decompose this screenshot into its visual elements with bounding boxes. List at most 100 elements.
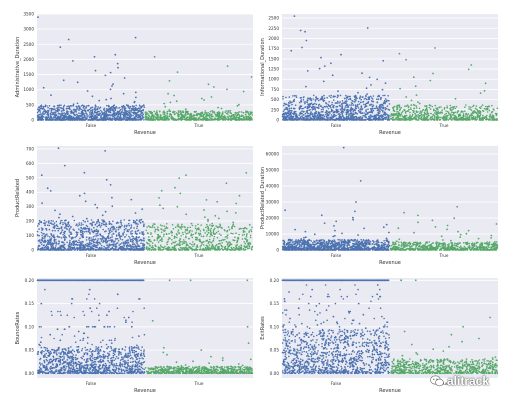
data-point — [170, 117, 173, 120]
data-point — [58, 216, 60, 219]
data-point — [373, 118, 375, 121]
data-point — [313, 107, 315, 109]
data-point — [302, 114, 305, 116]
data-point — [398, 52, 401, 55]
data-point — [78, 224, 81, 226]
data-point — [45, 119, 47, 121]
data-point — [81, 242, 83, 245]
data-point — [82, 219, 85, 222]
data-point — [138, 110, 140, 112]
data-point — [294, 110, 297, 113]
data-point — [135, 245, 137, 247]
data-point — [76, 102, 79, 105]
y-tick-label: 2250 — [268, 26, 279, 31]
y-tick-label: 0 — [276, 118, 279, 123]
data-point — [426, 105, 428, 107]
data-point — [216, 118, 218, 121]
data-point — [331, 115, 334, 118]
data-point — [387, 116, 389, 118]
data-point — [138, 236, 140, 238]
data-point — [248, 224, 251, 226]
data-point — [43, 108, 46, 111]
data-point — [344, 101, 346, 104]
data-point — [200, 97, 203, 100]
data-point — [139, 116, 141, 118]
data-point — [370, 103, 372, 106]
data-point — [160, 189, 163, 192]
data-point — [81, 231, 83, 233]
data-point — [407, 116, 409, 119]
data-point — [62, 221, 64, 224]
data-point — [72, 111, 74, 114]
data-point — [61, 116, 63, 118]
data-point — [78, 247, 80, 249]
data-point — [251, 114, 254, 116]
data-point — [289, 112, 292, 114]
x-tick-label: True — [194, 253, 204, 258]
data-point — [367, 108, 369, 110]
data-point — [358, 103, 361, 105]
data-point — [308, 114, 311, 117]
data-point — [92, 241, 95, 244]
data-point — [476, 116, 479, 119]
data-point — [96, 119, 99, 121]
data-point — [382, 111, 384, 113]
data-point — [85, 112, 88, 115]
data-point — [78, 222, 80, 224]
data-point — [157, 118, 159, 120]
data-point — [58, 104, 60, 106]
data-point — [437, 112, 440, 114]
data-point — [148, 115, 151, 118]
data-point — [122, 111, 124, 114]
data-point — [293, 95, 296, 97]
data-point — [367, 118, 370, 120]
data-point — [103, 248, 105, 251]
data-point — [46, 224, 49, 226]
data-point — [317, 116, 319, 119]
data-point — [179, 113, 182, 116]
data-point — [89, 231, 91, 234]
data-point — [94, 115, 96, 117]
y-tick-label: 1500 — [268, 56, 279, 61]
data-point — [104, 74, 107, 77]
data-point — [147, 113, 149, 115]
y-tick-label: 2500 — [268, 16, 279, 21]
data-point — [90, 107, 92, 110]
data-point — [318, 99, 320, 102]
data-point — [434, 112, 436, 114]
data-point — [406, 110, 409, 112]
data-point — [83, 114, 86, 117]
data-point — [91, 247, 93, 249]
data-point — [356, 105, 359, 107]
data-point — [417, 101, 419, 103]
data-point — [118, 226, 120, 229]
data-point — [135, 96, 137, 99]
y-tick-label: 2000 — [23, 57, 34, 62]
data-point — [129, 237, 131, 239]
data-point — [486, 105, 489, 108]
data-point — [143, 106, 146, 108]
data-point — [323, 65, 326, 67]
data-point — [39, 105, 42, 107]
data-point — [430, 116, 433, 119]
data-point — [222, 119, 225, 121]
data-point — [69, 242, 71, 244]
data-point — [76, 233, 78, 236]
data-point — [455, 117, 457, 120]
data-point — [315, 103, 318, 106]
data-point — [95, 228, 98, 231]
data-point — [320, 105, 322, 107]
data-point — [433, 109, 436, 112]
data-point — [131, 111, 133, 114]
data-point — [468, 106, 470, 108]
data-point — [214, 117, 216, 119]
data-point — [303, 110, 305, 113]
y-tick-label: 1750 — [268, 46, 279, 51]
data-point — [88, 237, 91, 239]
data-point — [62, 233, 64, 236]
data-point — [385, 100, 388, 103]
data-point — [63, 239, 66, 241]
data-point — [428, 106, 431, 109]
data-point — [220, 116, 222, 118]
data-point — [458, 114, 460, 116]
